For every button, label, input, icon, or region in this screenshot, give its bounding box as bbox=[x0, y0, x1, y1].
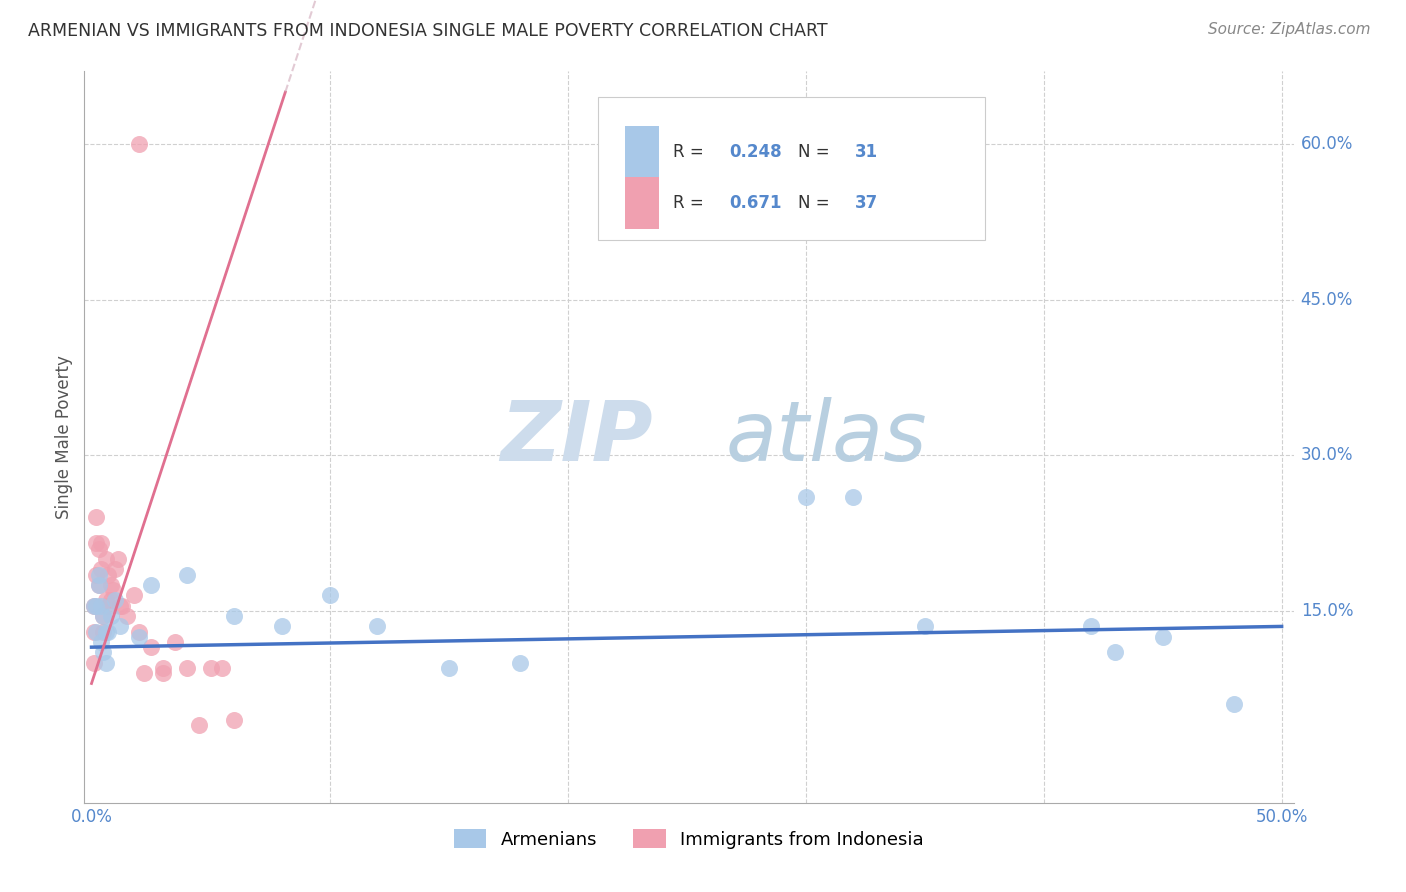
Point bbox=[104, 562, 127, 576]
Point bbox=[87, 541, 110, 556]
Point bbox=[100, 609, 122, 624]
Point bbox=[128, 624, 150, 639]
Text: 31: 31 bbox=[855, 143, 877, 161]
Point bbox=[176, 567, 198, 582]
Point bbox=[794, 490, 817, 504]
Text: R =: R = bbox=[673, 143, 709, 161]
Text: 0.671: 0.671 bbox=[728, 194, 782, 212]
Point bbox=[509, 656, 531, 670]
Point bbox=[93, 624, 115, 639]
Point bbox=[90, 635, 112, 649]
Point bbox=[93, 609, 115, 624]
Point bbox=[90, 599, 112, 613]
Point bbox=[94, 624, 117, 639]
Point bbox=[87, 567, 110, 582]
FancyBboxPatch shape bbox=[624, 127, 659, 178]
Point bbox=[176, 661, 198, 675]
Point bbox=[111, 599, 134, 613]
Point bbox=[1223, 698, 1246, 712]
Point bbox=[271, 619, 294, 633]
Point bbox=[139, 640, 162, 655]
Point bbox=[107, 552, 129, 566]
Point bbox=[100, 593, 122, 607]
Point bbox=[94, 593, 117, 607]
Point bbox=[84, 510, 107, 524]
Point bbox=[224, 609, 246, 624]
Text: N =: N = bbox=[797, 194, 835, 212]
Point bbox=[224, 713, 246, 727]
Point bbox=[914, 619, 936, 633]
Point bbox=[1104, 645, 1126, 659]
Point bbox=[139, 578, 162, 592]
FancyBboxPatch shape bbox=[624, 178, 659, 228]
Point bbox=[437, 661, 460, 675]
Point bbox=[1152, 630, 1174, 644]
FancyBboxPatch shape bbox=[599, 97, 986, 240]
Point bbox=[152, 666, 174, 681]
Point bbox=[104, 593, 127, 607]
Text: N =: N = bbox=[797, 143, 835, 161]
Point bbox=[152, 661, 174, 675]
Point bbox=[83, 656, 105, 670]
Point bbox=[87, 578, 110, 592]
Legend: Armenians, Immigrants from Indonesia: Armenians, Immigrants from Indonesia bbox=[454, 830, 924, 848]
Point bbox=[94, 552, 117, 566]
Point bbox=[97, 567, 120, 582]
Point bbox=[842, 490, 865, 504]
Text: 0.0%: 0.0% bbox=[70, 808, 112, 826]
Point bbox=[108, 599, 131, 613]
Point bbox=[211, 661, 233, 675]
Text: 0.248: 0.248 bbox=[728, 143, 782, 161]
Point bbox=[108, 619, 131, 633]
Point bbox=[187, 718, 209, 732]
Point bbox=[84, 624, 107, 639]
Point bbox=[115, 609, 138, 624]
Text: 15.0%: 15.0% bbox=[1301, 602, 1353, 620]
Text: 60.0%: 60.0% bbox=[1301, 135, 1353, 153]
Point bbox=[90, 536, 112, 550]
Point bbox=[93, 645, 115, 659]
Text: R =: R = bbox=[673, 194, 709, 212]
Point bbox=[93, 609, 115, 624]
Point bbox=[84, 567, 107, 582]
Point bbox=[128, 630, 150, 644]
Text: ARMENIAN VS IMMIGRANTS FROM INDONESIA SINGLE MALE POVERTY CORRELATION CHART: ARMENIAN VS IMMIGRANTS FROM INDONESIA SI… bbox=[28, 22, 828, 40]
Y-axis label: Single Male Poverty: Single Male Poverty bbox=[55, 355, 73, 519]
Text: 45.0%: 45.0% bbox=[1301, 291, 1353, 309]
Point bbox=[83, 599, 105, 613]
Point bbox=[84, 536, 107, 550]
Point bbox=[128, 136, 150, 151]
Point bbox=[87, 578, 110, 592]
Point bbox=[366, 619, 388, 633]
Point bbox=[132, 666, 155, 681]
Text: atlas: atlas bbox=[725, 397, 927, 477]
Text: 30.0%: 30.0% bbox=[1301, 446, 1353, 464]
Point bbox=[100, 578, 122, 592]
Text: Source: ZipAtlas.com: Source: ZipAtlas.com bbox=[1208, 22, 1371, 37]
Point bbox=[84, 599, 107, 613]
Point bbox=[94, 656, 117, 670]
Point bbox=[1080, 619, 1102, 633]
Point bbox=[90, 562, 112, 576]
Text: ZIP: ZIP bbox=[501, 397, 652, 477]
Point bbox=[200, 661, 222, 675]
Point bbox=[83, 599, 105, 613]
Text: 37: 37 bbox=[855, 194, 877, 212]
Point bbox=[101, 583, 124, 598]
Point bbox=[124, 588, 146, 602]
Text: 50.0%: 50.0% bbox=[1256, 808, 1308, 826]
Point bbox=[163, 635, 186, 649]
Point bbox=[97, 624, 120, 639]
Point bbox=[318, 588, 340, 602]
Point bbox=[97, 599, 120, 613]
Point bbox=[83, 624, 105, 639]
